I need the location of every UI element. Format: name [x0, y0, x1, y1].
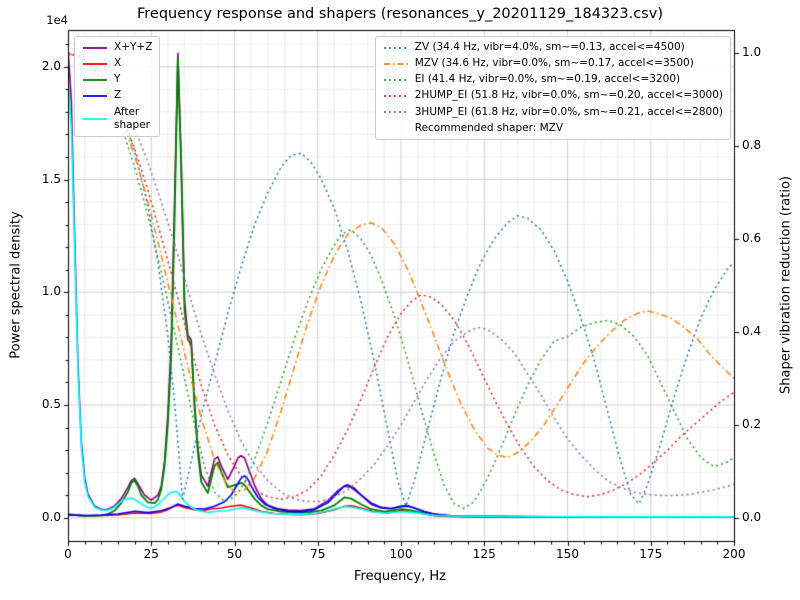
recommended-shaper-note: Recommended shaper: MZV [414, 121, 564, 134]
ytickL-label: 2.0 [41, 58, 61, 73]
y-axis-offset-text: 1e4 [46, 13, 68, 27]
solid-line-sample [83, 117, 107, 120]
ytickL-label: 1.0 [41, 284, 61, 299]
ytickR-label: 0.4 [742, 323, 762, 338]
legend-item: 2HUMP_EI (51.8 Hz, vibr=0.0%, sm~=0.20, … [383, 89, 723, 102]
ytickR-label: 0.8 [742, 138, 762, 153]
xtick-label: 175 [639, 547, 663, 561]
legend-item: EI (41.4 Hz, vibr=0.0%, sm~=0.19, accel<… [383, 73, 723, 86]
solid-line-sample [83, 62, 107, 65]
legend-item: X [82, 57, 152, 70]
chart-title: Frequency response and shapers (resonanc… [137, 6, 663, 22]
xtick-label: 100 [389, 547, 413, 561]
legend-item-label: After shaper [114, 105, 151, 131]
y-axis-label-right: Shaper vibration reduction (ratio) [778, 176, 794, 394]
legend-item: ZV (34.4 Hz, vibr=4.0%, sm~=0.13, accel<… [383, 41, 723, 54]
legend-item-label: EI (41.4 Hz, vibr=0.0%, sm~=0.19, accel<… [414, 73, 681, 86]
xtick-label: 75 [310, 547, 326, 561]
legend-item: MZV (34.6 Hz, vibr=0.0%, sm~=0.17, accel… [383, 57, 723, 70]
dotted-line-sample [383, 78, 408, 81]
ytickL-label: 1.5 [41, 171, 61, 186]
ytickR-label: 0.6 [742, 231, 762, 246]
y-axis-label-left: Power spectral density [8, 211, 24, 359]
ytickL-label: 0.0 [41, 509, 61, 524]
dashdot-line-sample [383, 62, 408, 65]
xtick-label: 25 [143, 547, 159, 561]
ytickR-label: 1.0 [742, 45, 762, 60]
xtick-label: 0 [64, 547, 72, 561]
legend-item: Y [82, 73, 152, 86]
legend-item: 3HUMP_EI (61.8 Hz, vibr=0.0%, sm~=0.21, … [383, 106, 723, 119]
legend-item-label: X+Y+Z [114, 41, 153, 53]
legend-item-label: 2HUMP_EI (51.8 Hz, vibr=0.0%, sm~=0.20, … [414, 89, 723, 102]
legend-item-label: Z [114, 89, 122, 102]
legend-item: X+Y+Z [82, 41, 152, 54]
ytickR-label: 0.0 [742, 509, 762, 524]
xtick-label: 150 [556, 547, 579, 561]
legend-item-label: ZV (34.4 Hz, vibr=4.0%, sm~=0.13, accel<… [414, 41, 685, 53]
legend-item-label: 3HUMP_EI (61.8 Hz, vibr=0.0%, sm~=0.21, … [414, 105, 723, 118]
xtick-label: 200 [722, 547, 746, 561]
ytickL-label: 0.5 [41, 397, 61, 412]
psd-legend: X+Y+Z X Y Z After shaper [74, 36, 161, 137]
legend-item: Recommended shaper: MZV [383, 122, 723, 135]
xtick-label: 50 [226, 547, 243, 561]
solid-line-sample [83, 95, 107, 97]
legend-item-label: Y [114, 73, 121, 86]
dotted-line-sample [383, 111, 408, 113]
ytickR-label: 0.2 [742, 416, 762, 431]
x-axis-label: Frequency, Hz [353, 569, 447, 584]
legend-item: After shaper [82, 106, 152, 132]
legend-item-label: MZV (34.6 Hz, vibr=0.0%, sm~=0.17, accel… [414, 57, 694, 70]
legend-item: Z [82, 89, 152, 102]
legend-item-label: X [114, 57, 122, 70]
dotted-line-sample [383, 95, 408, 97]
solid-line-sample [83, 78, 107, 81]
dotted-line-sample [383, 46, 408, 49]
xtick-label: 125 [472, 547, 496, 561]
solid-line-sample [83, 46, 107, 49]
shaper-legend: ZV (34.4 Hz, vibr=4.0%, sm~=0.13, accel<… [374, 36, 731, 140]
